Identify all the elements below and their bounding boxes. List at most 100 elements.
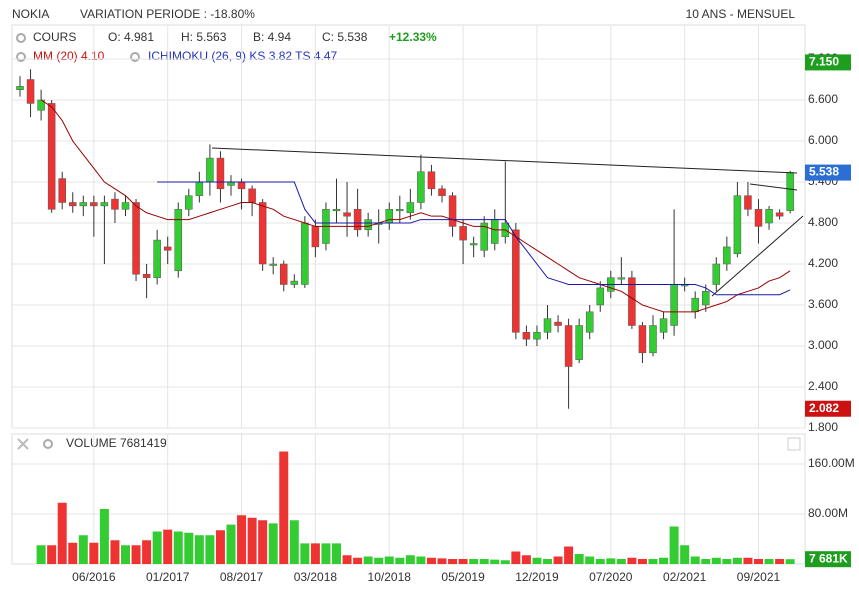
x-tick-label: 01/2017 — [146, 570, 190, 584]
volume-bar — [68, 542, 78, 564]
trend-line — [211, 147, 798, 174]
volume-bar — [500, 560, 510, 564]
candle-body — [775, 212, 784, 217]
candle-body — [185, 195, 193, 210]
candle-body — [26, 79, 35, 104]
x-tick-label: 09/2021 — [737, 570, 781, 584]
candle-body — [459, 226, 467, 241]
plot: 06/2016 01/2017 08/2017 03/2018 10/2018 05/20… — [12, 25, 855, 584]
volume-bar — [99, 509, 109, 564]
volume-bar — [711, 557, 721, 564]
volume-bar — [131, 545, 141, 564]
volume-bar — [448, 559, 458, 564]
candle-body — [227, 181, 235, 186]
candle-body — [385, 209, 393, 224]
candle-body — [786, 172, 794, 211]
x-tick-label: 07/2020 — [589, 570, 633, 584]
candle-body — [765, 209, 773, 224]
volume-bar — [775, 559, 785, 564]
candle-body — [596, 287, 604, 306]
volume-bar — [395, 557, 405, 564]
volume-bar — [416, 556, 426, 564]
x-tick-label: 10/2018 — [368, 570, 412, 584]
volume-bar — [384, 556, 394, 564]
cours: COURS — [33, 30, 76, 44]
candle-body — [216, 157, 225, 190]
gear-icon[interactable] — [43, 439, 53, 449]
volume-bar — [606, 558, 616, 564]
volume-bar — [764, 559, 774, 564]
volume-bar — [258, 520, 268, 564]
price-badge-label: 7 681K — [809, 551, 848, 565]
candle-body — [142, 274, 151, 278]
candle-body — [290, 280, 299, 285]
checkbox[interactable] — [787, 437, 801, 451]
x-tick-label: 05/2019 — [441, 570, 485, 584]
y-tick-label: 3.000 — [808, 338, 838, 352]
y-tick-label: 1.800 — [808, 420, 838, 434]
volume-bar — [680, 545, 690, 564]
candle-body — [533, 332, 541, 340]
volume-bar — [490, 559, 500, 564]
x-tick-label: 08/2017 — [220, 570, 264, 584]
volume-bar — [595, 559, 605, 564]
candle-body — [343, 212, 351, 217]
close-value: C: 5.538 — [322, 30, 368, 44]
candle-body — [438, 188, 446, 196]
volume-bar — [194, 535, 204, 564]
y-tick-label: 4.200 — [808, 256, 838, 270]
candle-body — [670, 284, 678, 326]
close-icon[interactable] — [17, 438, 29, 450]
volume-bar — [659, 557, 669, 564]
candle-body — [174, 209, 182, 272]
volume-bar — [142, 540, 152, 564]
volume-bar — [47, 545, 57, 564]
price-badge-label: 7.150 — [809, 55, 839, 69]
low-value: B: 4.94 — [253, 30, 291, 44]
volume-bar — [574, 554, 584, 564]
price-badge — [805, 400, 851, 417]
volume-bar — [110, 540, 120, 564]
volume-bar — [564, 546, 574, 564]
gear-icon[interactable] — [16, 52, 26, 62]
volume-bar — [184, 532, 194, 564]
indicator-line — [157, 181, 791, 296]
volume-bar — [300, 543, 310, 564]
x-tick-label: 12/2019 — [515, 570, 559, 584]
volume-bar — [78, 535, 88, 564]
volume-bar — [363, 556, 373, 564]
ticker: NOKIA — [12, 7, 49, 21]
y-tick-label: 160.00M — [808, 456, 855, 470]
candle-body — [311, 226, 320, 248]
volume-bar — [669, 526, 679, 564]
volume-bar — [616, 559, 626, 564]
candle-body — [543, 318, 552, 333]
gear-icon[interactable] — [130, 52, 140, 62]
candle-body — [617, 277, 626, 280]
gear-icon[interactable] — [16, 33, 26, 43]
candle-body — [723, 246, 731, 265]
candle-body — [480, 222, 488, 251]
trend-line — [749, 183, 798, 191]
candle-body — [58, 178, 66, 203]
candle-body — [301, 222, 309, 285]
mm-legend: MM (20) 4.10 — [33, 49, 105, 63]
candle-body — [712, 263, 721, 285]
volume-bar — [553, 556, 563, 564]
volume-bar — [237, 515, 247, 564]
volume-bar — [268, 523, 278, 564]
candle-body — [554, 321, 562, 326]
candle-body — [448, 195, 457, 227]
price-badge — [805, 551, 851, 568]
candle-body — [100, 202, 109, 207]
volume-bar — [743, 557, 753, 564]
candle-body — [406, 202, 415, 213]
candle-body — [47, 103, 56, 210]
candle-body — [691, 297, 699, 313]
volume-bar — [405, 555, 415, 564]
candle-body — [469, 243, 478, 246]
open-value: O: 4.981 — [108, 30, 154, 44]
candle-body — [258, 202, 267, 265]
